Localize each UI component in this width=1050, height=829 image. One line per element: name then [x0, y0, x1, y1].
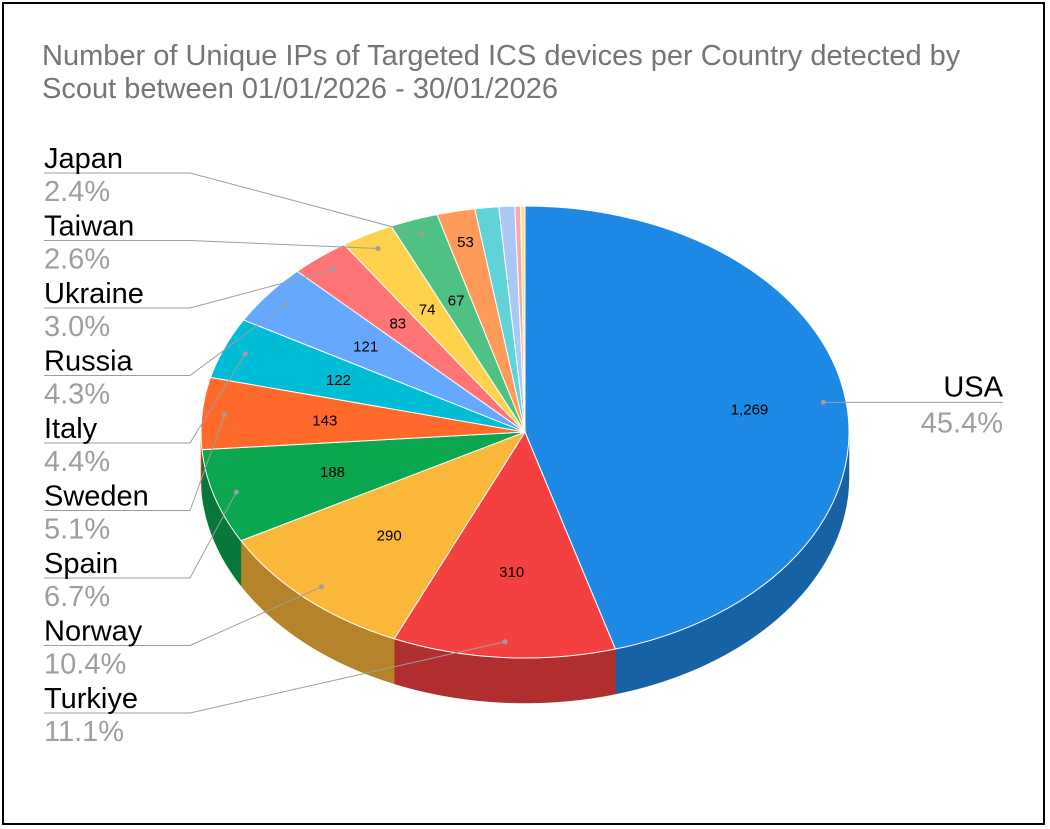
slice-value-italy: 122 [326, 372, 351, 389]
pie-slice-spain[interactable] [201, 431, 526, 542]
label-name-ukraine: Ukraine [44, 278, 144, 310]
leader-line-russia [44, 303, 287, 376]
leader-dot-russia [283, 301, 289, 307]
label-percent-norway: 10.4% [44, 649, 126, 681]
leader-dot-japan [419, 232, 425, 238]
label-name-japan: Japan [44, 143, 123, 175]
label-name-italy: Italy [44, 413, 98, 445]
leader-dot-taiwan [375, 246, 381, 251]
slice-value-usa: 1,269 [731, 402, 769, 419]
label-percent-usa: 45.4% [921, 407, 1003, 439]
label-name-spain: Spain [44, 548, 118, 580]
label-percent-italy: 4.4% [44, 446, 110, 478]
pie-slice-usa[interactable] [524, 205, 850, 650]
slice-value-russia: 121 [353, 339, 378, 356]
slice-value-spain: 188 [320, 464, 345, 481]
label-percent-russia: 4.3% [44, 379, 110, 411]
label-name-usa: USA [943, 371, 1003, 403]
leader-dot-italy [242, 351, 248, 357]
slice-value-norway: 290 [377, 527, 402, 544]
label-percent-sweden: 5.1% [44, 514, 110, 546]
leader-dot-turkiye [502, 639, 508, 645]
leader-dot-usa [820, 399, 826, 405]
chart-title: Number of Unique IPs of Targeted ICS dev… [42, 40, 961, 105]
leader-dot-sweden [222, 412, 228, 418]
label-name-turkiye: Turkiye [44, 683, 138, 715]
leader-line-turkiye [44, 641, 506, 714]
pie-slice-minor-14[interactable] [520, 205, 526, 433]
label-percent-ukraine: 3.0% [44, 311, 110, 343]
slice-value-taiwan: 74 [419, 302, 436, 319]
label-percent-taiwan: 2.6% [44, 244, 110, 276]
leader-dot-ukraine [331, 266, 337, 272]
leader-line-italy [44, 353, 246, 444]
slice-value-sweden: 143 [312, 412, 337, 429]
label-name-sweden: Sweden [44, 481, 149, 513]
leader-dot-spain [233, 489, 239, 495]
slice-leader-labels: Japan2.4%Taiwan2.6%Ukraine3.0%Russia4.3%… [44, 143, 1004, 748]
label-name-norway: Norway [44, 616, 143, 648]
slice-value-japan: 67 [448, 292, 465, 309]
leader-line-spain [44, 491, 237, 579]
pie-slices [200, 205, 850, 659]
leader-dot-norway [318, 584, 324, 590]
label-percent-turkiye: 11.1% [44, 716, 124, 748]
leader-line-taiwan [44, 240, 379, 249]
slice-value-turkiye: 310 [499, 564, 524, 581]
slice-value-minor-10: 53 [457, 234, 474, 251]
pie-slice-norway[interactable] [240, 430, 527, 640]
slice-value-ukraine: 83 [389, 316, 406, 333]
pie-slice-turkiye[interactable] [393, 430, 617, 659]
leader-line-norway [44, 586, 322, 646]
leader-line-ukraine [44, 268, 335, 309]
label-percent-spain: 6.7% [44, 581, 110, 613]
leader-line-sweden [44, 414, 226, 511]
pie-side-walls [200, 431, 850, 704]
label-percent-japan: 2.4% [44, 176, 110, 208]
leader-line-japan [44, 172, 422, 236]
label-name-taiwan: Taiwan [44, 211, 134, 243]
label-name-russia: Russia [44, 346, 134, 378]
